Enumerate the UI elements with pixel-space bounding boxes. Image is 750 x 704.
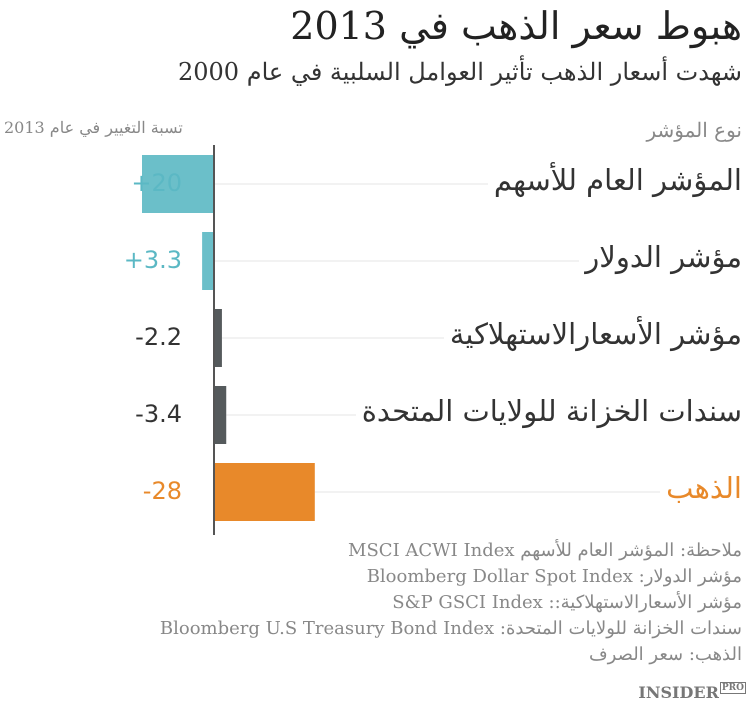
bar [214, 463, 315, 521]
value-label: +20 [131, 169, 182, 197]
category-label: مؤشر الدولار [579, 240, 742, 274]
bar [202, 232, 214, 290]
chart-subtitle: شهدت أسعار الذهب تأثير العوامل السلبية ف… [178, 58, 742, 86]
value-label: -2.2 [135, 323, 182, 351]
bar [214, 309, 222, 367]
bar [142, 155, 214, 213]
footnote: مؤشر الأسعارالاستهلاكية:: S&P GSCI Index [392, 592, 742, 613]
value-label: -28 [142, 477, 182, 505]
footnote: الذهب: سعر الصرف [589, 644, 742, 665]
category-label: الذهب [660, 471, 742, 505]
category-label: سندات الخزانة للولايات المتحدة [355, 394, 742, 428]
value-label: +3.3 [123, 246, 182, 274]
category-label: مؤشر الأسعارالاستهلاكية [443, 317, 742, 351]
category-label: المؤشر العام للأسهم [487, 163, 742, 197]
chart-title: هبوط سعر الذهب في 2013 [290, 4, 742, 48]
footnote: ملاحظة: المؤشر العام للأسهم MSCI ACWI In… [348, 540, 742, 561]
footnote: سندات الخزانة للولايات المتحدة: Bloomber… [159, 618, 742, 639]
value-label: -3.4 [135, 400, 182, 428]
value-axis-label: تسبة التغيير في عام 2013 [4, 118, 183, 137]
category-axis-label: نوع المؤشر [646, 118, 742, 142]
insider-pro-logo: INSIDER PRO [638, 682, 746, 702]
bar [214, 386, 227, 444]
footnote: مؤشر الدولار: Bloomberg Dollar Spot Inde… [366, 566, 742, 587]
